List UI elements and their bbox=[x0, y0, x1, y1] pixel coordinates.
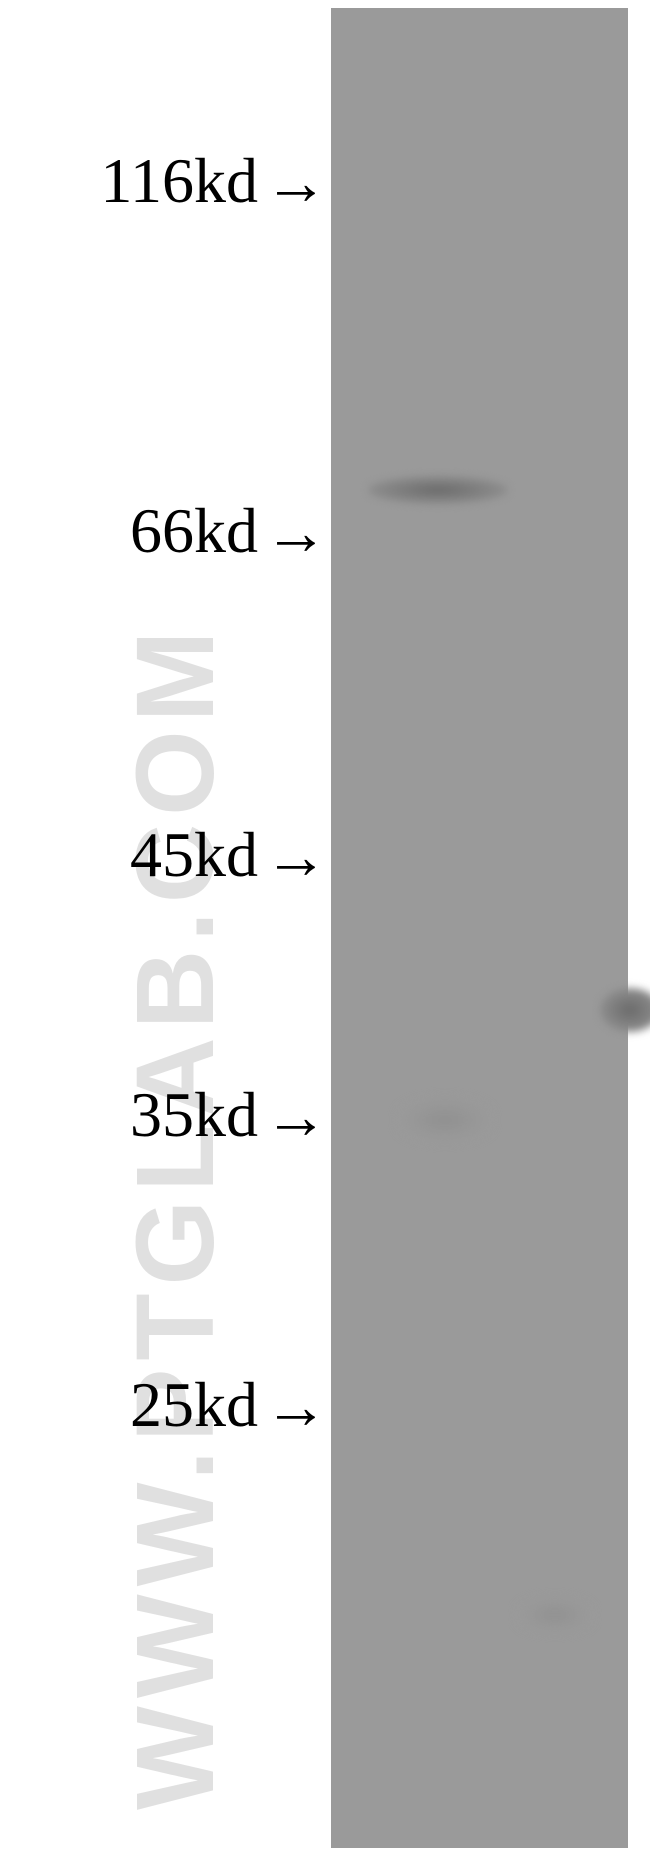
lane-smudge bbox=[520, 1600, 590, 1630]
band-70kd bbox=[368, 476, 508, 504]
arrow-icon: → bbox=[264, 820, 328, 894]
band-40kd-edge bbox=[600, 988, 650, 1032]
marker-text: 66kd bbox=[130, 495, 258, 566]
marker-label-116kd: 116kd→ bbox=[100, 144, 328, 218]
watermark-text: WWW.PTGLAB.COM bbox=[112, 240, 239, 1810]
blot-lane bbox=[331, 8, 628, 1848]
marker-text: 45kd bbox=[130, 819, 258, 890]
lane-smudge bbox=[400, 1100, 490, 1140]
arrow-icon: → bbox=[264, 146, 328, 220]
arrow-icon: → bbox=[264, 1370, 328, 1444]
arrow-icon: → bbox=[264, 496, 328, 570]
marker-label-66kd: 66kd→ bbox=[130, 494, 328, 568]
marker-label-35kd: 35kd→ bbox=[130, 1078, 328, 1152]
marker-text: 116kd bbox=[100, 145, 258, 216]
marker-label-25kd: 25kd→ bbox=[130, 1368, 328, 1442]
marker-text: 25kd bbox=[130, 1369, 258, 1440]
arrow-icon: → bbox=[264, 1080, 328, 1154]
marker-label-45kd: 45kd→ bbox=[130, 818, 328, 892]
marker-text: 35kd bbox=[130, 1079, 258, 1150]
